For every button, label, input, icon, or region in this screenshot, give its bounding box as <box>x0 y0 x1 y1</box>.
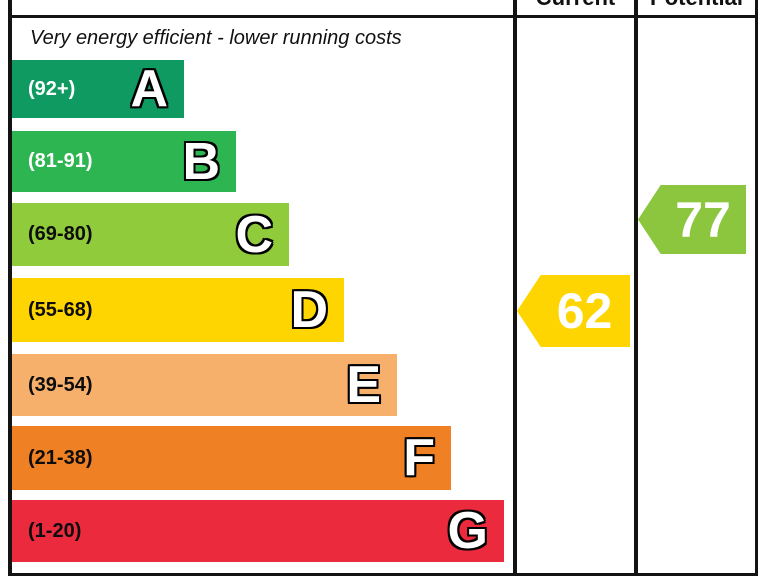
potential-rating-value: 77 <box>675 191 731 248</box>
potential-rating-arrow: 77 <box>638 185 746 254</box>
band-B: (81-91) B <box>12 131 236 192</box>
band-C: (69-80) C <box>12 203 289 266</box>
band-letter: A <box>130 60 168 118</box>
band-D: (55-68) D <box>12 278 344 342</box>
band-range-label: (69-80) <box>28 223 93 245</box>
header-rule <box>8 15 758 18</box>
efficiency-caption: Very energy efficient - lower running co… <box>30 27 402 49</box>
band-letter: B <box>182 132 220 191</box>
band-letter: D <box>290 281 328 339</box>
band-letter: C <box>235 205 273 264</box>
band-F: (21-38) F <box>12 426 451 490</box>
band-range-label: (1-20) <box>28 519 82 542</box>
band-range-label: (55-68) <box>28 298 93 321</box>
band-range-label: (39-54) <box>28 373 93 396</box>
band-range-label: (81-91) <box>28 150 93 172</box>
band-E: (39-54) E <box>12 354 397 416</box>
band-range-label: (21-38) <box>28 446 93 469</box>
table-border-left <box>8 0 12 576</box>
header-potential: Potential <box>638 0 755 15</box>
table-border-right <box>755 0 758 576</box>
band-range-label: (92+) <box>28 77 76 100</box>
band-G: (1-20) G <box>12 500 504 562</box>
header-current: Current <box>517 0 634 15</box>
column-divider-potential <box>634 0 638 576</box>
column-divider-current <box>513 0 517 576</box>
band-letter: G <box>447 502 488 560</box>
header-current-label: Current <box>517 0 634 12</box>
header-potential-label: Potential <box>638 0 755 12</box>
band-A: (92+) A <box>12 60 184 118</box>
band-letter: F <box>403 429 435 487</box>
band-letter: E <box>346 356 381 414</box>
current-rating-arrow: 62 <box>517 275 630 347</box>
current-rating-value: 62 <box>556 283 613 339</box>
bottom-rule <box>8 573 758 576</box>
